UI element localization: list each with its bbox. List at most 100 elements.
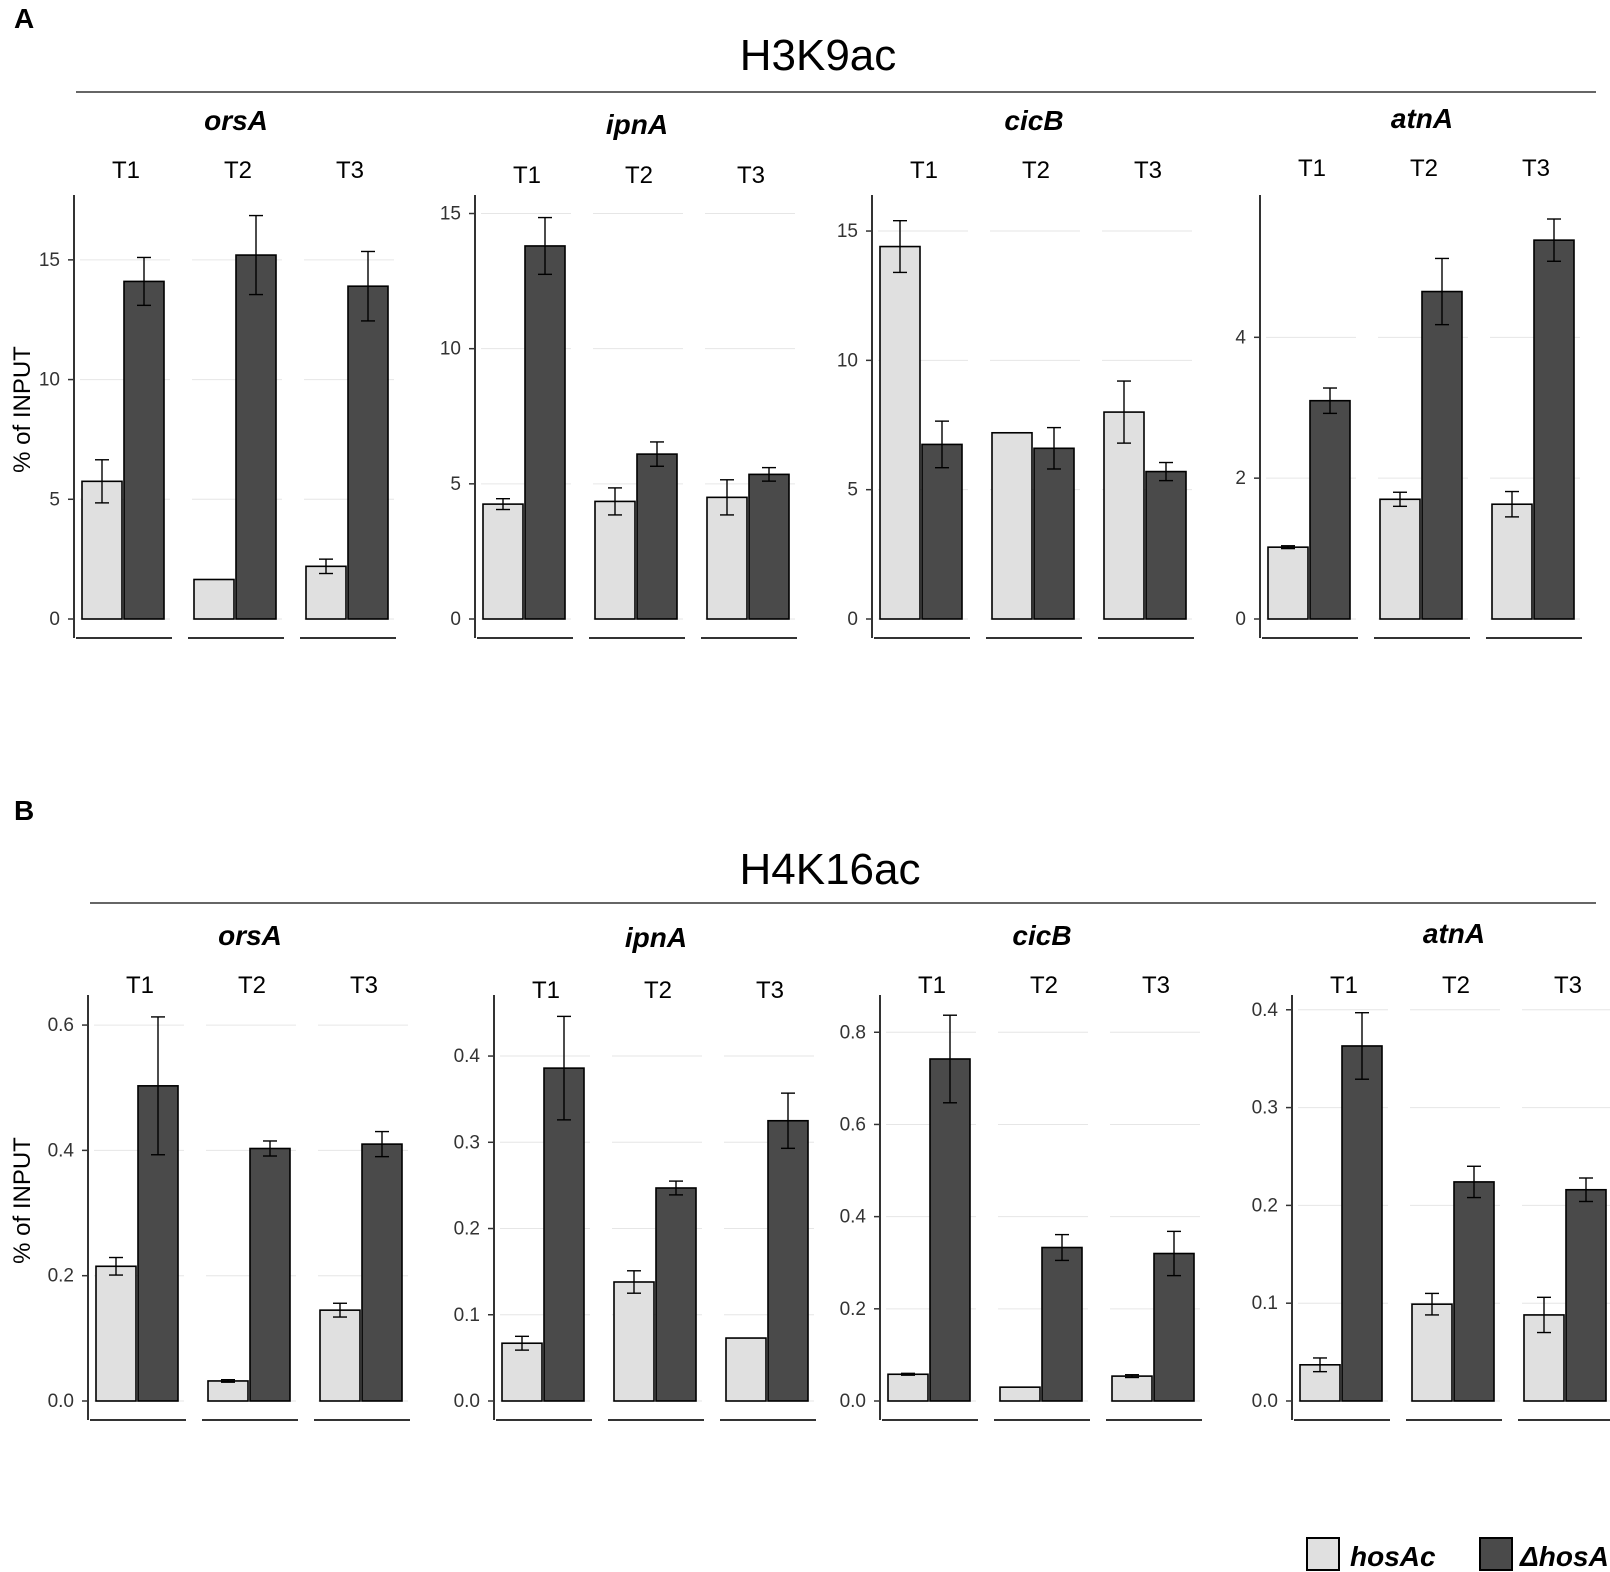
bar-deltahosa-t1: [921, 443, 963, 620]
legend-swatch-hosac: [1306, 1537, 1340, 1571]
y-tick-label: 0.2: [840, 1299, 866, 1320]
panel-letter-b: B: [14, 795, 34, 826]
bar-hosac-t2: [1379, 498, 1421, 620]
y-tick-label: 0.6: [48, 1015, 74, 1036]
y-tick-label: 10: [39, 370, 60, 391]
bar-hosac-t2: [1411, 1303, 1453, 1402]
y-tick-label: 0.4: [454, 1046, 481, 1067]
bar-hosac-t1: [81, 480, 123, 620]
bar-deltahosa-t3: [767, 1119, 809, 1402]
bar-hosac-t3: [305, 565, 347, 620]
bar-hosac-t3: [1491, 503, 1533, 620]
bar-hosac-t3: [319, 1309, 361, 1402]
y-tick-label: 0: [847, 609, 858, 630]
bar-hosac-t2: [991, 431, 1033, 620]
bar-hosac-t1: [501, 1342, 543, 1402]
gene-title: ipnA: [606, 109, 668, 140]
facet-label-t3: T3: [737, 162, 765, 189]
bar-deltahosa-t2: [1453, 1181, 1495, 1402]
bar-hosac-t1: [879, 245, 921, 620]
y-tick-label: 4: [1235, 327, 1246, 348]
facet-label-t2: T2: [1030, 972, 1058, 999]
gene-title: cicB: [1012, 920, 1071, 951]
y-tick-label: 10: [837, 350, 858, 371]
gene-title: ipnA: [625, 922, 687, 953]
chart-a-cicb: cicB 0 5 10 15 T1 T2 T3: [837, 105, 1194, 639]
y-tick-label: 0.4: [1252, 1000, 1279, 1021]
facet-label-t2: T2: [238, 972, 266, 999]
bar-deltahosa-t1: [929, 1058, 971, 1402]
y-tick-label: 0.8: [840, 1022, 866, 1043]
bar-hosac-t1: [887, 1373, 929, 1402]
y-tick-label: 5: [450, 474, 461, 495]
gene-title: orsA: [204, 105, 268, 136]
bar-deltahosa-t1: [524, 245, 566, 620]
facet-label-t1: T1: [513, 162, 541, 189]
bar-hosac-t2: [613, 1281, 655, 1402]
facet-label-t2: T2: [1442, 972, 1470, 999]
chart-a-ipna: ipnA 0 5 10 15 T1 T2 T3: [440, 109, 797, 639]
y-tick-label: 5: [49, 489, 60, 510]
chart-b-cicb: cicB 0.0 0.2 0.4 0.6 0.8 T1 T2 T3: [840, 920, 1202, 1421]
bar-deltahosa-t2: [655, 1187, 697, 1402]
bar-deltahosa-t2: [1421, 290, 1463, 620]
bar-hosac-t1: [1267, 546, 1309, 620]
facet-label-t2: T2: [1410, 155, 1438, 182]
y-tick-label: 10: [440, 339, 461, 360]
bar-deltahosa-t2: [636, 453, 678, 620]
facet-label-t3: T3: [350, 972, 378, 999]
y-tick-label: 0.2: [454, 1219, 480, 1240]
facet-label-t2: T2: [224, 157, 252, 184]
y-tick-label: 2: [1235, 468, 1246, 489]
bar-hosac-t3: [1111, 1375, 1153, 1402]
bar-hosac-t2: [999, 1386, 1041, 1402]
bar-hosac-t1: [482, 503, 524, 620]
bar-deltahosa-t2: [249, 1147, 291, 1402]
facet-label-t3: T3: [756, 977, 784, 1004]
bar-hosac-t2: [207, 1380, 249, 1402]
gene-title: cicB: [1004, 105, 1063, 136]
bar-hosac-t2: [193, 578, 235, 620]
bar-deltahosa-t3: [1565, 1188, 1607, 1402]
facet-label-t1: T1: [126, 972, 154, 999]
y-tick-label: 0.0: [1252, 1391, 1278, 1412]
facet-label-t1: T1: [918, 972, 946, 999]
bar-hosac-t3: [706, 496, 748, 620]
y-tick-label: 0.6: [840, 1114, 866, 1135]
bar-deltahosa-t2: [1041, 1246, 1083, 1402]
bar-deltahosa-t2: [1033, 447, 1075, 620]
facet-label-t3: T3: [336, 157, 364, 184]
facet-label-t1: T1: [532, 977, 560, 1004]
legend: hosAc ΔhosA: [1306, 1537, 1609, 1572]
y-tick-label: 0.0: [454, 1391, 480, 1412]
y-tick-label: 15: [440, 204, 461, 225]
bar-deltahosa-t1: [543, 1067, 585, 1402]
y-axis-title: % of INPUT: [9, 1137, 36, 1264]
chart-b-atna: atnA 0.0 0.1 0.2 0.3 0.4 T1 T2 T3: [1252, 918, 1610, 1421]
panel-a-title: H3K9ac: [740, 31, 897, 80]
bar-hosac-t3: [725, 1337, 767, 1402]
bar-hosac-t1: [95, 1265, 137, 1402]
legend-swatch-deltahosa: [1479, 1537, 1513, 1571]
y-tick-label: 0: [450, 609, 461, 630]
gene-title: atnA: [1391, 103, 1453, 134]
y-tick-label: 0.4: [840, 1207, 867, 1228]
facet-label-t1: T1: [910, 157, 938, 184]
facet-label-t1: T1: [1330, 972, 1358, 999]
bar-deltahosa-t1: [1341, 1045, 1383, 1402]
y-tick-label: 0.4: [48, 1140, 75, 1161]
y-tick-label: 0: [49, 609, 60, 630]
facet-label-t2: T2: [1022, 157, 1050, 184]
bar-deltahosa-t3: [1145, 470, 1187, 620]
chart-b-orsa: orsA 0.0 0.2 0.4 0.6 % of INPUT T1 T2 T3: [9, 920, 410, 1421]
y-axis-title: % of INPUT: [9, 346, 36, 473]
panel-letter-a: A: [14, 3, 34, 34]
chart-a-orsa: orsA 0 5 10 15 % of INPUT T1 T2 T3: [9, 105, 396, 639]
y-tick-label: 15: [837, 221, 858, 242]
gene-title: atnA: [1423, 918, 1485, 949]
bar-hosac-t2: [594, 500, 636, 620]
bar-deltahosa-t2: [235, 254, 277, 620]
legend-label-hosac: hosAc: [1350, 1541, 1436, 1572]
chart-b-ipna: ipnA 0.0 0.1 0.2 0.3 0.4 T1 T2 T3: [454, 922, 816, 1421]
charts-layer: orsA 0 5 10 15 % of INPUT T1 T2 T3 ipnA 0 5 10 15 T1 T2…: [9, 103, 1610, 1421]
